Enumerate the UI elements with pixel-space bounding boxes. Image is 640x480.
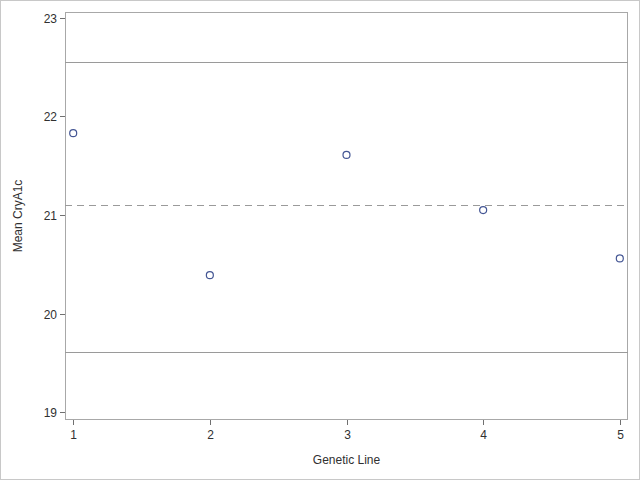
x-tick-label: 3 [344, 428, 351, 442]
x-tick-label: 5 [617, 428, 624, 442]
x-tick-label: 4 [480, 428, 487, 442]
y-tick [60, 215, 65, 216]
x-tick [347, 420, 348, 425]
upper-limit-line [65, 62, 628, 63]
y-tick-label: 22 [44, 110, 58, 124]
x-tick [73, 420, 74, 425]
data-point [343, 151, 350, 158]
lower-limit-line [65, 352, 628, 353]
y-tick [60, 18, 65, 19]
chart: 192021222312345Genetic LineMean CryA1c [0, 0, 640, 480]
x-tick-label: 1 [70, 428, 77, 442]
y-tick-label: 23 [44, 12, 58, 26]
x-tick [483, 420, 484, 425]
y-axis-label: Mean CryA1c [11, 180, 25, 253]
plot-marks [65, 63, 628, 353]
data-point [616, 255, 623, 262]
page-border [1, 1, 640, 480]
y-tick-label: 19 [44, 406, 58, 420]
x-axis-label: Genetic Line [313, 453, 381, 467]
y-tick [60, 116, 65, 117]
y-tick-label: 21 [44, 209, 58, 223]
x-tick [210, 420, 211, 425]
x-tick [620, 420, 621, 425]
y-tick-label: 20 [44, 308, 58, 322]
data-point [480, 207, 487, 214]
plot-frame [66, 13, 628, 420]
center-line [65, 205, 628, 206]
x-tick-label: 2 [207, 428, 214, 442]
data-point [206, 272, 213, 279]
y-tick [60, 314, 65, 315]
data-point [70, 130, 77, 137]
y-tick [60, 412, 65, 413]
